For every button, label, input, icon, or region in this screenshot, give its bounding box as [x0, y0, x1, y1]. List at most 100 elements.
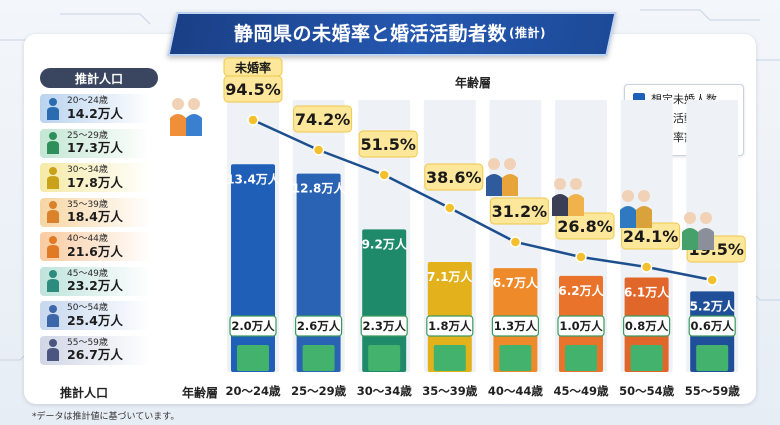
active-bar-label: 0.8万人: [625, 319, 669, 333]
chart-title: 静岡県の未婚率と婚活活動者数 (推計): [172, 12, 608, 52]
active-bar-label: 1.0万人: [559, 319, 603, 333]
rate-point: [378, 169, 390, 181]
couple-icon-head: [622, 190, 634, 202]
person-icon: [47, 201, 59, 223]
rate-point: [444, 202, 456, 214]
person-icon: [47, 270, 59, 292]
rate-badge: [424, 163, 484, 191]
rate-label: 38.6%: [426, 168, 482, 187]
active-bar: [696, 345, 729, 371]
rate-point: [706, 274, 718, 286]
population-age: 25～29歳: [67, 130, 108, 141]
couple-icon-body: [170, 114, 186, 136]
unmarried-bar-label: 6.7万人: [493, 275, 539, 290]
population-age: 40～44歳: [67, 234, 108, 245]
person-icon: [47, 235, 59, 258]
active-bar: [368, 345, 401, 371]
rate-point: [575, 251, 587, 263]
rate-line: [252, 118, 713, 282]
unmarried-bar-label: 6.2万人: [558, 283, 604, 298]
person-icon: [47, 97, 59, 120]
x-tick-label: 40～44歳: [488, 384, 544, 398]
population-row: 20～24歳 14.2万人: [40, 94, 150, 123]
population-age: 20～24歳: [67, 96, 108, 107]
top-axis-label: 年齢層: [455, 76, 492, 90]
couple-icon-head: [570, 178, 582, 190]
couple-icon-head: [684, 212, 696, 224]
couple-icon-head: [488, 158, 500, 170]
active-bar: [302, 345, 335, 371]
couple-icon-body: [552, 194, 568, 216]
unmarried-bar-label: 7.1万人: [427, 269, 473, 284]
population-row: 45～49歳 23.2万人: [40, 266, 150, 296]
rate-label: 24.1%: [623, 227, 679, 246]
population-age: 30～34歳: [67, 165, 108, 176]
couple-icon-head: [188, 98, 200, 110]
population-row: 40～44歳 21.6万人: [40, 232, 150, 261]
person-icon: [47, 304, 59, 327]
active-bar-label: 2.0万人: [231, 319, 275, 333]
rate-label: 74.2%: [295, 110, 351, 129]
title-sub: (推計): [509, 25, 546, 40]
population-row: 50～54歳 25.4万人: [40, 301, 150, 330]
rate-label: 51.5%: [360, 135, 416, 154]
active-bar-label: 0.6万人: [691, 319, 735, 333]
x-tick-label: 30～34歳: [357, 384, 413, 398]
x-tick-label: 50～54歳: [619, 384, 675, 398]
couple-icon-body: [698, 228, 714, 250]
active-label-box: [491, 315, 539, 337]
couple-icon-body: [682, 228, 698, 250]
active-label-box: [360, 315, 408, 337]
x-tick-label: 20～24歳: [225, 384, 281, 398]
couple-icon-body: [486, 174, 502, 196]
population-age: 55～59歳: [67, 337, 108, 348]
active-bar: [499, 345, 532, 371]
rate-label: 94.5%: [225, 80, 281, 99]
rate-point: [509, 236, 522, 248]
population-value: 18.4万人: [67, 209, 123, 225]
x-tick-label: 45～49歳: [553, 384, 609, 398]
active-label-box: [688, 315, 736, 337]
rate-label: 31.2%: [492, 202, 548, 221]
unmarried-bar-label: 5.2万人: [690, 298, 736, 313]
population-value: 26.7万人: [67, 347, 123, 363]
active-bar: [237, 345, 269, 371]
bottom-axis-label: 年齢層: [182, 386, 219, 400]
active-label-box: [295, 315, 343, 337]
left-panel-header: 推計人口: [40, 68, 158, 88]
couple-icon-body: [186, 114, 202, 136]
rate-point: [312, 144, 325, 156]
couple-icon-head: [700, 212, 712, 224]
unmarried-bar-label: 12.8万人: [292, 181, 347, 196]
active-bar-label: 2.3万人: [363, 319, 407, 333]
title-main: 静岡県の未婚率と婚活活動者数: [234, 22, 508, 45]
couple-icon-body: [620, 206, 636, 228]
rate-badge: [489, 197, 549, 225]
unmarried-bar: [231, 164, 275, 372]
active-label-box: [229, 315, 277, 337]
active-label-box: [557, 315, 605, 337]
rate-badge: [555, 212, 615, 240]
person-icon: [47, 339, 59, 361]
population-row: 30～34歳 17.8万人: [40, 163, 150, 192]
unmarried-bar-label: 9.2万人: [362, 236, 408, 251]
couple-icon-head: [638, 190, 650, 202]
x-tick-label: 55～59歳: [685, 384, 741, 398]
active-bar: [433, 345, 466, 371]
couple-icon-body: [568, 194, 584, 216]
population-value: 14.2万人: [67, 105, 123, 121]
population-value: 23.2万人: [67, 278, 123, 294]
active-bar: [630, 345, 663, 371]
population-age: 35～39歳: [67, 199, 108, 210]
x-tick-label: 35～39歳: [422, 384, 478, 398]
rate-label: 26.8%: [557, 217, 613, 236]
couple-icon-head: [172, 98, 184, 110]
active-label-box: [622, 315, 671, 337]
x-tick-label: 25～29歳: [291, 384, 347, 398]
rate-heading-box: [223, 57, 283, 77]
population-row: 25～29歳 17.3万人: [40, 128, 150, 158]
population-row: 55～59歳 26.7万人: [40, 335, 150, 365]
population-value: 21.6万人: [67, 243, 123, 259]
active-bar-label: 1.8万人: [428, 319, 472, 333]
unmarried-bar: [296, 173, 341, 372]
